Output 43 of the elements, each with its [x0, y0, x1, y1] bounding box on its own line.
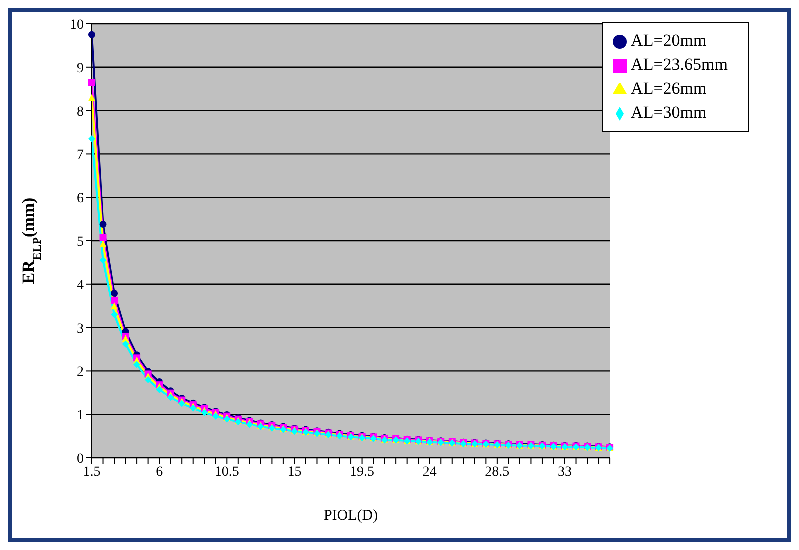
y-tick-label: 7: [77, 148, 84, 164]
point: [122, 335, 130, 342]
y-tick-label: 10: [70, 18, 84, 33]
point: [111, 311, 118, 318]
point: [88, 94, 96, 102]
y-tick-label: 1: [77, 408, 84, 424]
point: [134, 361, 141, 368]
x-tick-label: 1.5: [83, 464, 101, 480]
point: [144, 376, 152, 384]
point: [100, 257, 107, 264]
x-tick-label: 6: [156, 464, 164, 480]
x-tick-label: 10.5: [214, 464, 240, 480]
point: [167, 394, 174, 402]
x-axis-title: PIOL(D): [324, 508, 378, 524]
x-tick-label: 15: [288, 464, 302, 480]
x-tick-label: 33: [558, 464, 572, 480]
legend-label: AL=23.65mm: [631, 55, 728, 74]
legend-label: AL=30mm: [631, 103, 707, 122]
y-tick-label: 2: [77, 365, 84, 380]
point: [100, 234, 107, 242]
point: [88, 79, 96, 86]
y-tick-label: 9: [77, 61, 84, 76]
point: [88, 136, 96, 143]
x-tick-label: 24: [422, 464, 437, 480]
y-tick-label: 0: [77, 452, 84, 467]
x-tick-label: 28.5: [485, 464, 510, 480]
y-tick-label: 4: [77, 278, 84, 294]
y-tick-label: 8: [77, 104, 84, 120]
point: [111, 296, 118, 304]
point: [100, 221, 107, 228]
point: [100, 240, 107, 248]
y-tick-label: 3: [77, 322, 84, 337]
point: [111, 290, 118, 298]
point: [190, 405, 197, 412]
legend-label: AL=26mm: [631, 79, 707, 98]
x-tick-label: 19.5: [350, 464, 375, 480]
legend-label: AL=20mm: [631, 31, 707, 50]
point: [156, 386, 164, 394]
point: [88, 31, 96, 38]
point: [122, 340, 130, 348]
y-tick-label: 6: [77, 192, 84, 207]
point: [111, 302, 118, 310]
y-tick-label: 5: [77, 234, 84, 250]
